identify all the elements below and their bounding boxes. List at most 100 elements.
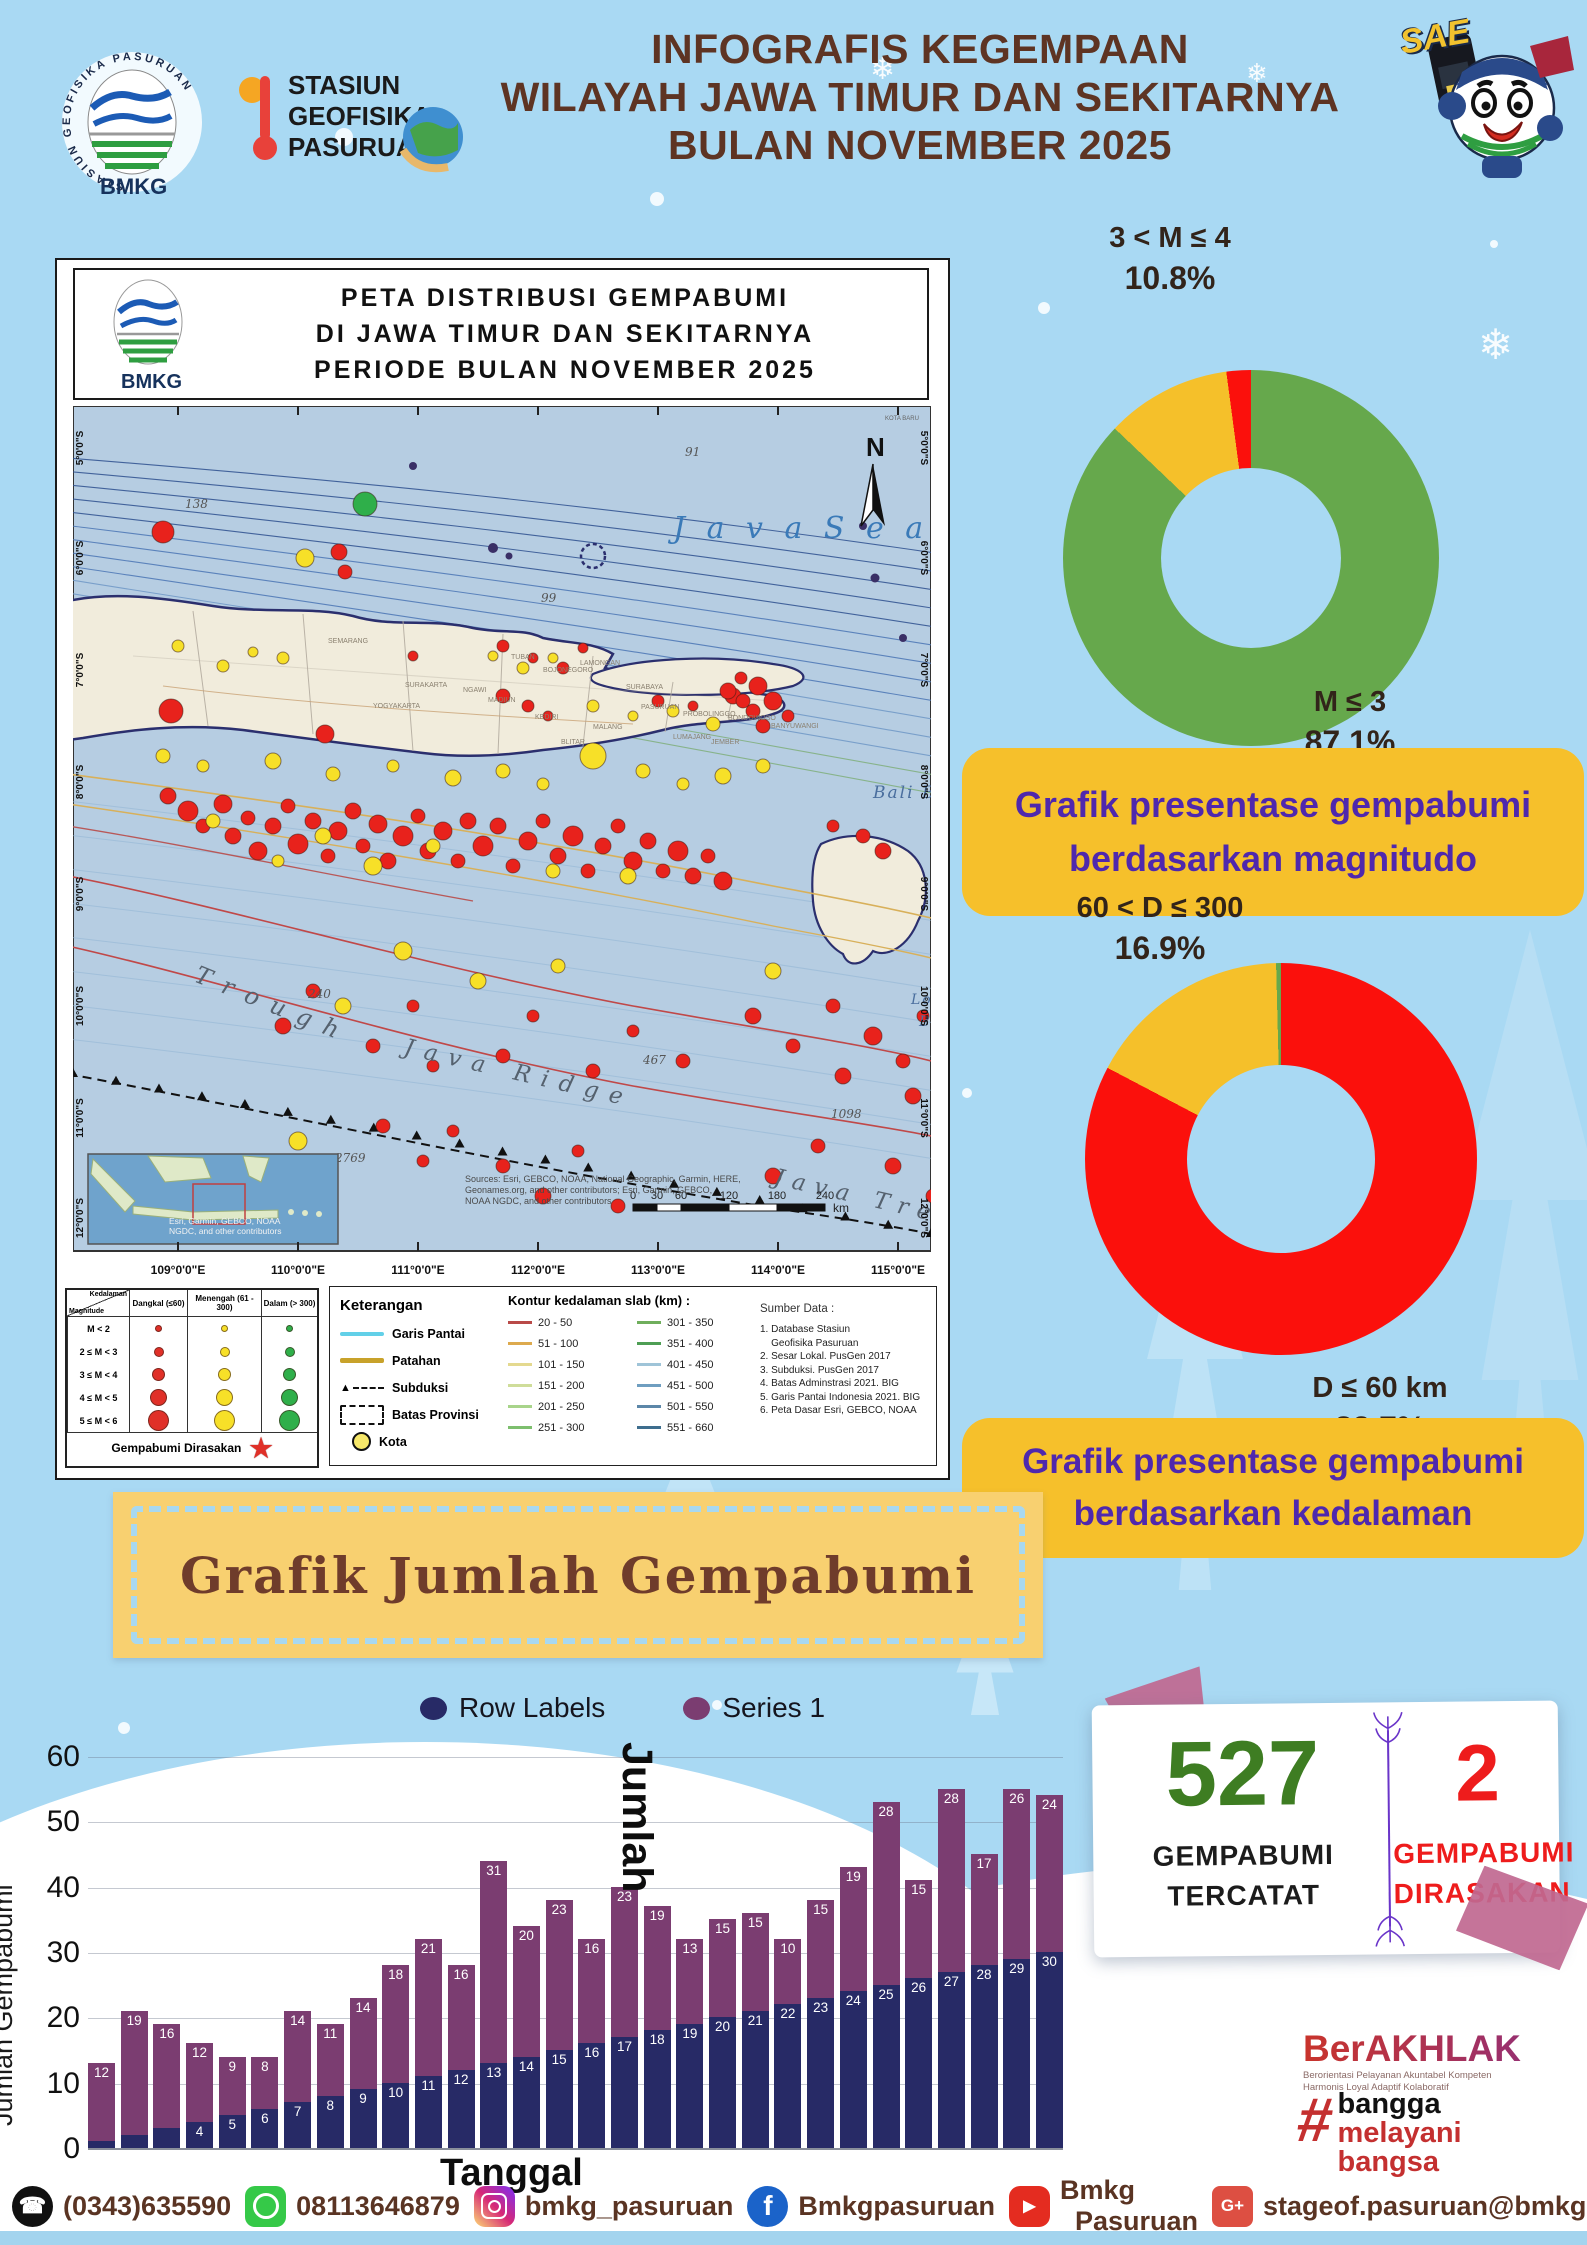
bar-day-25[interactable]: 28 25: [872, 1801, 900, 2148]
bar-day-20[interactable]: 15 20: [709, 1919, 737, 2148]
legend-row-labels[interactable]: Row Labels: [420, 1692, 605, 1724]
bar-plot-area: 12 19 16 12 4 9 5 8 6 14 7 11 8 14 9 18 10 21 11 16 12 31 13 20…: [88, 1756, 1063, 2150]
svg-text:8°0'0"S: 8°0'0"S: [918, 765, 929, 800]
branch-divider-icon: [1375, 1892, 1406, 1947]
svg-text:109°0'0"E: 109°0'0"E: [151, 1263, 206, 1277]
svg-text:JEMBER: JEMBER: [711, 739, 739, 746]
snow-dot: [118, 1722, 130, 1734]
svg-text:112°0'0"E: 112°0'0"E: [511, 1263, 565, 1277]
svg-text:10°0'0"S: 10°0'0"S: [75, 986, 86, 1026]
depth-donut-chart: [1085, 963, 1477, 1355]
svg-text:180: 180: [768, 1190, 786, 1202]
x-axis-label: Tanggal: [440, 2152, 583, 2194]
keterangan-item: ▲ Subduksi: [340, 1380, 449, 1395]
map-city-labels: SEMARANG SURABAYA MALANG KEDIRI MADIUN BLITAR…: [328, 638, 819, 746]
bar-day-16[interactable]: 16 16: [578, 1938, 606, 2148]
svg-text:60: 60: [675, 1190, 687, 1202]
bar-day-21[interactable]: 15 21: [741, 1912, 769, 2148]
svg-text:0: 0: [630, 1190, 636, 1202]
bar-day-19[interactable]: 13 19: [676, 1938, 704, 2148]
svg-text:1098: 1098: [831, 1107, 862, 1121]
keterangan-item: Batas Provinsi: [340, 1401, 508, 1428]
contact-youtube[interactable]: ▶ Bmkg _Pasuruan: [1008, 2175, 1198, 2237]
subduction-line: [73, 1073, 931, 1235]
bar-day-22[interactable]: 10 22: [774, 1938, 802, 2148]
bar-day-9[interactable]: 14 9: [349, 1997, 377, 2148]
bar-day-29[interactable]: 26 29: [1003, 1788, 1031, 2148]
sumber-data-title: Sumber Data :: [760, 1303, 835, 1315]
bar-day-13[interactable]: 31 13: [480, 1860, 508, 2148]
bangga-melayani-bangsa-logo: # bangga melayani bangsa: [1292, 2086, 1462, 2177]
bar-day-27[interactable]: 28 27: [937, 1788, 965, 2148]
bars-container[interactable]: 12 19 16 12 4 9 5 8 6 14 7 11 8 14 9 18 10 21 11 16 12 31 13 20…: [88, 1756, 1063, 2150]
thermometer-icon: [239, 76, 277, 160]
bar-day-12[interactable]: 16 12: [447, 1965, 475, 2148]
bar-day-1[interactable]: 12: [88, 2063, 115, 2148]
bar-day-4[interactable]: 12 4: [186, 2043, 214, 2148]
bar-day-17[interactable]: 23 17: [611, 1886, 638, 2148]
svg-text:240: 240: [816, 1190, 834, 1202]
snow-dot: [962, 1088, 972, 1098]
map-title-box: BMKG PETA DISTRIBUSI GEMPABUMI DI JAWA T…: [73, 268, 929, 400]
bar-day-30[interactable]: 24 30: [1035, 1795, 1063, 2148]
bar-day-24[interactable]: 19 24: [839, 1867, 867, 2148]
y-tick-label: 20: [46, 2001, 80, 2035]
contact-phone[interactable]: ☎ (0343)635590: [12, 2185, 231, 2227]
bar-day-26[interactable]: 15 26: [905, 1880, 933, 2148]
svg-text:99: 99: [541, 591, 557, 605]
svg-text:7°0'0"S: 7°0'0"S: [918, 653, 929, 688]
bar-day-28[interactable]: 17 28: [970, 1854, 998, 2148]
magnitude-banner: Grafik presentase gempabumi berdasarkan …: [962, 748, 1584, 916]
bar-chart-section-title: Grafik Jumlah Gempabumi: [113, 1492, 1043, 1658]
svg-text:BONDOWOSO: BONDOWOSO: [728, 715, 776, 722]
contact-gplus[interactable]: G+stageof.pasuruan@bmkg.go.id: [1212, 2185, 1587, 2227]
svg-text:SURAKARTA: SURAKARTA: [405, 682, 447, 689]
bar-day-11[interactable]: 21 11: [414, 1938, 442, 2148]
contact-whatsapp[interactable]: 08113646879: [245, 2185, 460, 2227]
magnitude-depth-legend: Kedalaman Magnitude Dangkal (≤60) Menengah …: [65, 1288, 319, 1468]
svg-text:114°0'0"E: 114°0'0"E: [751, 1263, 805, 1277]
svg-text:N: N: [866, 432, 885, 462]
magnitude-donut-chart: [1063, 370, 1439, 746]
bar-day-15[interactable]: 23 15: [545, 1899, 573, 2148]
bar-day-14[interactable]: 20 14: [512, 1925, 540, 2148]
svg-text:Lom: Lom: [910, 992, 931, 1008]
bar-day-10[interactable]: 18 10: [382, 1965, 410, 2148]
legend-series1[interactable]: Series 1: [683, 1692, 825, 1724]
recorded-count: 527: [1165, 1722, 1320, 1826]
snow-dot: [650, 192, 664, 206]
magnitude-callout-top: 3 < M ≤ 4 10.8%: [1109, 222, 1231, 296]
contact-instagram[interactable]: bmkg_pasuruan: [473, 2185, 733, 2227]
svg-text:2769: 2769: [334, 1151, 366, 1165]
svg-text:12°0'0"S: 12°0'0"S: [918, 1198, 929, 1238]
contact-facebook[interactable]: f Bmkgpasuruan: [747, 2185, 995, 2227]
bar-day-8[interactable]: 11 8: [316, 2023, 344, 2148]
snow-dot: [1490, 240, 1498, 248]
sae-mascot: SAE: [1382, 8, 1582, 188]
keterangan-title: Keterangan: [340, 1297, 423, 1314]
svg-text:110°0'0"E: 110°0'0"E: [271, 1263, 325, 1277]
bar-day-2[interactable]: 19: [120, 2010, 148, 2148]
bathymetry-contours: [73, 457, 931, 1159]
svg-text:YOGYAKARTA: YOGYAKARTA: [373, 703, 420, 710]
footer-contacts: ☎ (0343)635590 08113646879 bmkg_pasuruan f Bm…: [0, 2175, 1587, 2236]
bar-day-3[interactable]: 16: [153, 2023, 181, 2148]
svg-text:NGAWI: NGAWI: [463, 687, 487, 694]
kontur-title: Kontur kedalaman slab (km) :: [508, 1293, 691, 1308]
svg-text:6°0'0"S: 6°0'0"S: [918, 541, 929, 576]
berakhlak-logo: BerAKHLAK Berorientasi Pelayanan Akuntab…: [1303, 2028, 1563, 2094]
bar-day-23[interactable]: 15 23: [807, 1899, 835, 2148]
map-panel: BMKG PETA DISTRIBUSI GEMPABUMI DI JAWA T…: [55, 258, 950, 1480]
y-tick-label: 10: [46, 2066, 80, 2100]
snow-dot: [712, 1700, 722, 1710]
svg-text:11°0'0"S: 11°0'0"S: [918, 1098, 929, 1138]
y-axis-label: Jumlah Gempabumi: [0, 1884, 18, 2126]
svg-text:J a v a S e a: J a v a S e a: [667, 511, 929, 546]
bar-day-18[interactable]: 19 18: [643, 1906, 671, 2148]
keterangan-item: Garis Pantai: [340, 1320, 508, 1347]
bar-day-7[interactable]: 14 7: [284, 2010, 312, 2148]
